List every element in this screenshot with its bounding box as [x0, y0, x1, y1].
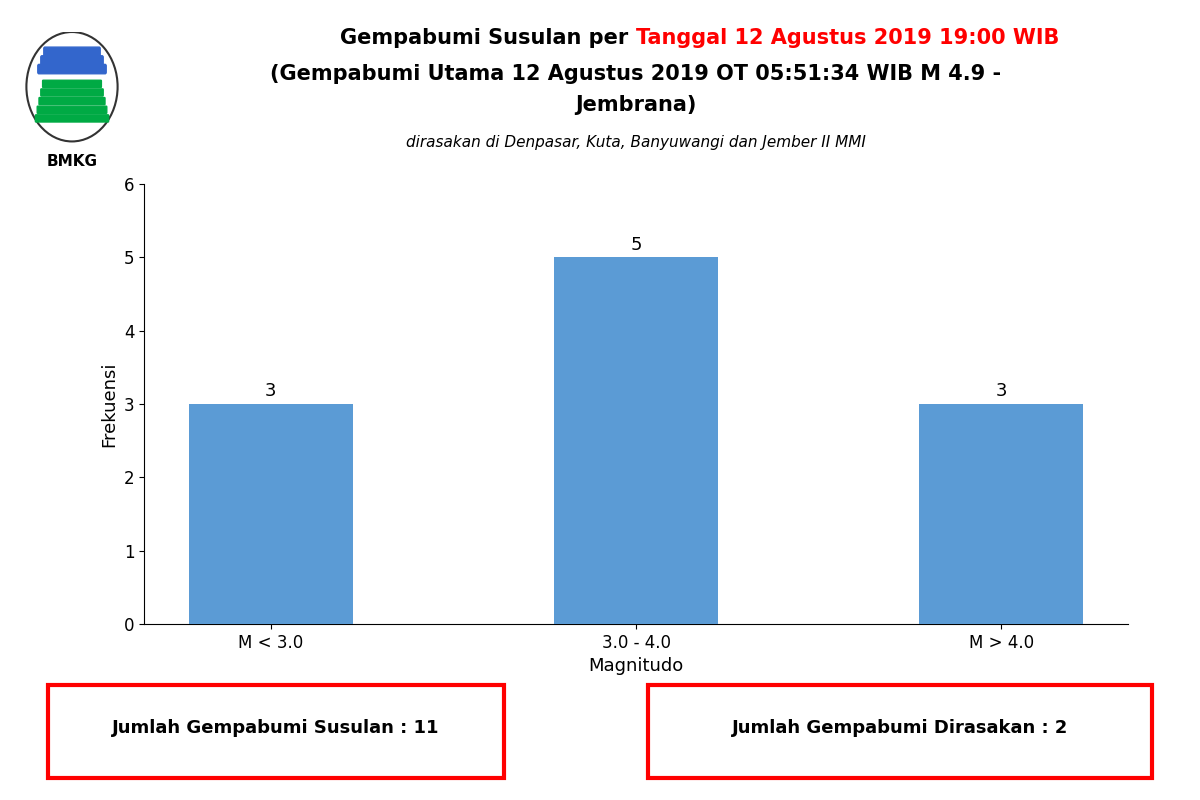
Y-axis label: Frekuensi: Frekuensi [100, 362, 118, 446]
Text: BMKG: BMKG [47, 154, 97, 169]
FancyBboxPatch shape [38, 64, 107, 74]
FancyBboxPatch shape [37, 106, 107, 114]
FancyBboxPatch shape [43, 80, 101, 87]
Bar [554, 258, 718, 624]
Bar [919, 404, 1084, 624]
FancyBboxPatch shape [43, 47, 101, 57]
Text: Gempabumi Susulan per: Gempabumi Susulan per [341, 27, 636, 48]
Text: 3: 3 [995, 382, 1007, 400]
Text: Jumlah Gempabumi Susulan : 11: Jumlah Gempabumi Susulan : 11 [113, 719, 439, 737]
FancyBboxPatch shape [48, 685, 504, 778]
Circle shape [26, 32, 118, 142]
FancyBboxPatch shape [41, 56, 103, 65]
Bar [188, 404, 353, 624]
FancyBboxPatch shape [648, 685, 1152, 778]
Text: Jumlah Gempabumi Dirasakan : 2: Jumlah Gempabumi Dirasakan : 2 [732, 719, 1068, 737]
Text: Jembrana): Jembrana) [575, 95, 697, 115]
Text: Tanggal 12 Agustus 2019 19:00 WIB: Tanggal 12 Agustus 2019 19:00 WIB [636, 27, 1060, 48]
Text: 3: 3 [265, 382, 277, 400]
FancyBboxPatch shape [38, 98, 106, 105]
Text: 5: 5 [630, 236, 642, 254]
FancyBboxPatch shape [41, 89, 103, 96]
X-axis label: Magnitudo: Magnitudo [588, 658, 684, 675]
Text: (Gempabumi Utama 12 Agustus 2019 OT 05:51:34 WIB M 4.9 -: (Gempabumi Utama 12 Agustus 2019 OT 05:5… [270, 64, 1002, 84]
Text: dirasakan di Denpasar, Kuta, Banyuwangi dan Jember II MMI: dirasakan di Denpasar, Kuta, Banyuwangi … [406, 135, 866, 150]
FancyBboxPatch shape [36, 114, 108, 122]
